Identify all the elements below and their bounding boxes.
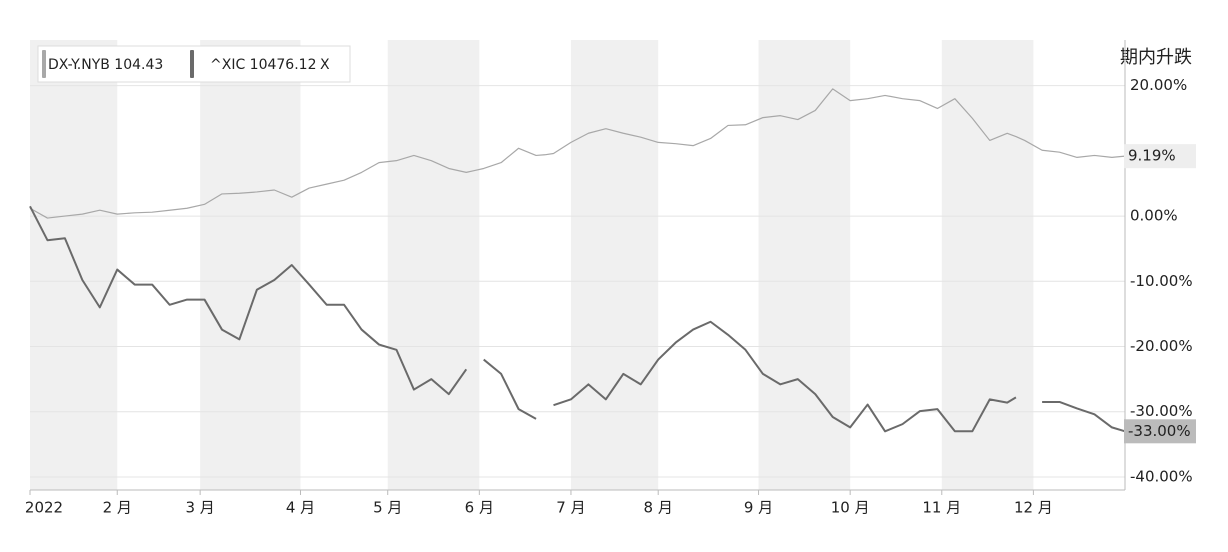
end-label: -33.00% <box>1128 422 1191 440</box>
series-line <box>29 205 1126 433</box>
x-tick-label: 2022 <box>25 499 63 517</box>
legend-swatch <box>190 50 194 78</box>
y-tick-label: -30.00% <box>1130 402 1193 420</box>
month-band <box>200 40 301 490</box>
x-tick-label: 6 月 <box>465 499 494 517</box>
legend-close[interactable]: X <box>320 57 330 73</box>
y-tick-label: 0.00% <box>1130 207 1178 225</box>
legend-swatch <box>42 50 46 78</box>
x-tick-label: 7 月 <box>556 499 585 517</box>
x-tick-label: 2 月 <box>103 499 132 517</box>
y-tick-label: 20.00% <box>1130 76 1187 94</box>
month-band <box>30 40 118 490</box>
x-tick-label: 9 月 <box>744 499 773 517</box>
end-label: 9.19% <box>1128 147 1176 165</box>
month-band <box>570 40 659 490</box>
legend-label: DX-Y.NYB 104.43 <box>48 57 163 73</box>
y-tick-label: -10.00% <box>1130 272 1193 290</box>
x-tick-label: 4 月 <box>286 499 315 517</box>
y-tick-label: -20.00% <box>1130 337 1193 355</box>
x-tick-label: 8 月 <box>644 499 673 517</box>
month-band <box>387 40 480 490</box>
end-label-box <box>1124 419 1196 444</box>
y-tick-label: -40.00% <box>1130 467 1193 485</box>
y-axis-title: 期内升跌 <box>1120 47 1192 68</box>
month-band <box>941 40 1034 490</box>
x-tick-label: 5 月 <box>373 499 402 517</box>
end-label-box <box>1124 144 1196 169</box>
legend-label: ^XIC 10476.12 <box>210 57 316 73</box>
x-tick-label: 10 月 <box>831 499 870 517</box>
x-tick-label: 11 月 <box>922 499 961 517</box>
x-tick-label: 12 月 <box>1014 499 1053 517</box>
month-band <box>758 40 851 490</box>
x-tick-label: 3 月 <box>185 499 214 517</box>
series-line <box>29 88 1126 219</box>
